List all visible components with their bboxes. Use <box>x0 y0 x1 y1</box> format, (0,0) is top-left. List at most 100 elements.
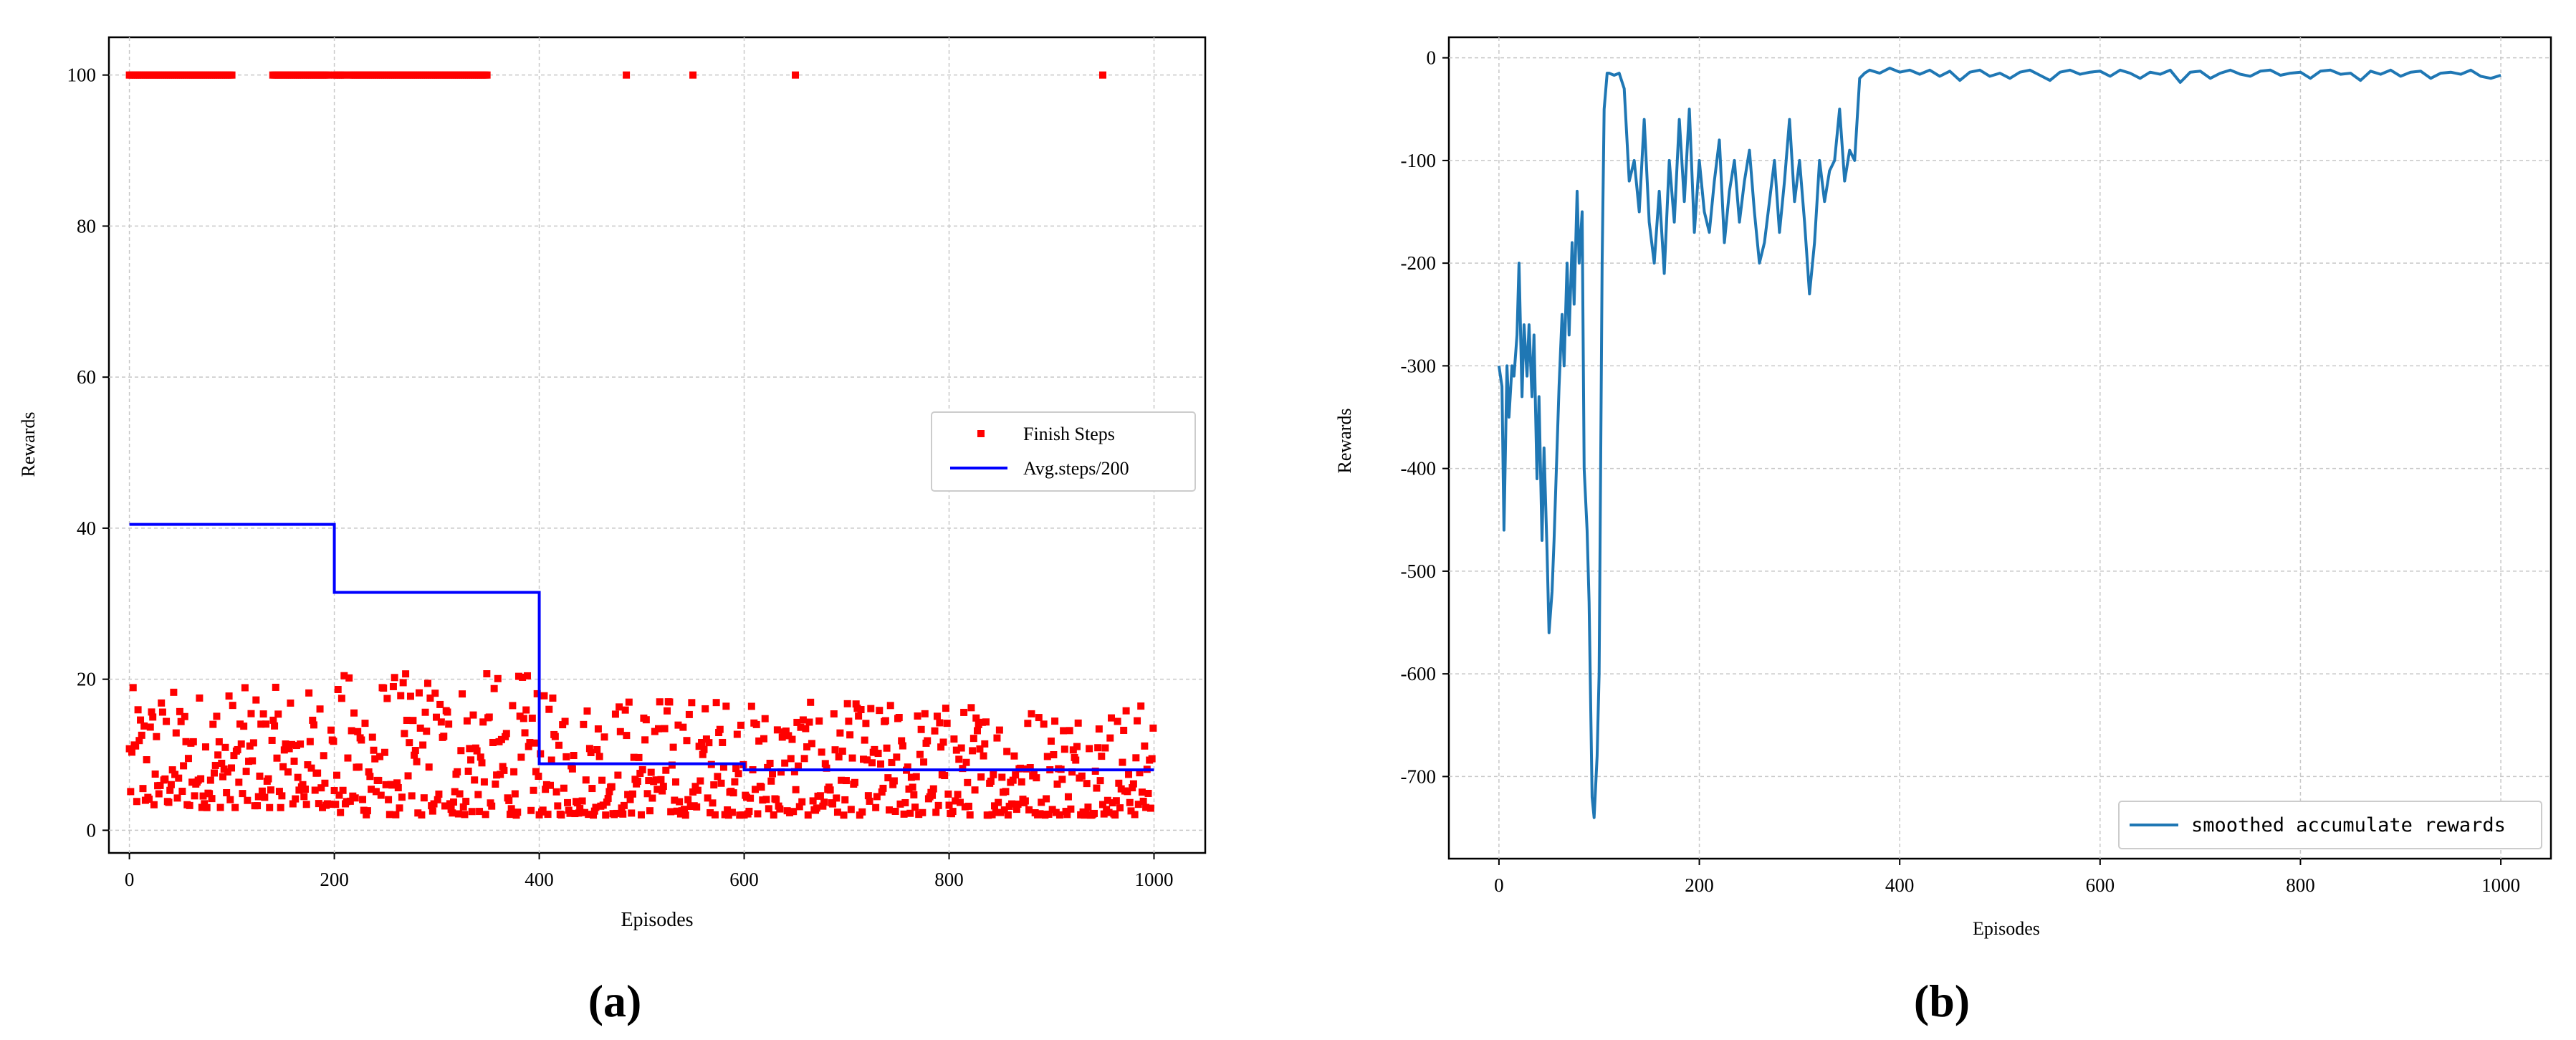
finish-steps-point <box>377 791 385 799</box>
finish-steps-point <box>765 805 772 813</box>
finish-steps-point <box>1055 811 1063 819</box>
finish-steps-point <box>853 705 861 712</box>
finish-steps-point <box>886 806 894 814</box>
finish-steps-point <box>177 717 185 725</box>
finish-steps-point <box>651 727 659 735</box>
finish-steps-point <box>890 777 898 785</box>
finish-steps-point <box>847 806 855 814</box>
finish-steps-point <box>346 797 354 805</box>
finish-steps-point <box>444 708 451 716</box>
finish-steps-point <box>804 811 812 819</box>
finish-steps-point <box>1081 808 1089 816</box>
finish-steps-point <box>1139 797 1147 805</box>
finish-steps-point <box>781 759 789 767</box>
finish-steps-point <box>598 776 606 784</box>
finish-steps-point <box>1028 710 1035 717</box>
y-tick-label: 80 <box>77 215 96 237</box>
finish-steps-point <box>669 743 677 751</box>
finish-steps-point <box>133 798 140 806</box>
panel-b-xlabel: Episodes <box>1973 918 2040 939</box>
finish-steps-point <box>219 773 227 781</box>
finish-steps-point <box>1083 780 1091 788</box>
finish-steps-point <box>599 801 607 809</box>
finish-steps-point <box>368 786 375 793</box>
finish-steps-point <box>198 803 206 811</box>
finish-steps-point <box>459 690 466 698</box>
finish-steps-point <box>977 773 985 781</box>
finish-steps-point <box>432 713 440 721</box>
finish-steps-point <box>1117 785 1125 793</box>
finish-steps-point <box>339 786 347 794</box>
finish-steps-point <box>363 811 370 819</box>
finish-steps-point <box>901 798 909 806</box>
finish-steps-point <box>431 690 439 697</box>
finish-steps-point <box>535 772 542 780</box>
finish-steps-point <box>450 798 458 806</box>
finish-steps-point <box>461 811 469 819</box>
finish-steps-point <box>397 692 405 700</box>
finish-steps-point <box>981 740 989 748</box>
finish-steps-point <box>430 800 438 808</box>
finish-steps-point <box>751 786 759 793</box>
finish-steps-point <box>1014 800 1022 808</box>
finish-steps-point <box>737 721 744 729</box>
legend-finish-steps-label: Finish Steps <box>1023 424 1115 444</box>
finish-steps-point <box>299 781 307 788</box>
finish-steps-point <box>280 746 288 754</box>
finish-steps-point <box>478 759 486 767</box>
finish-steps-point <box>886 702 894 710</box>
finish-steps-point <box>604 794 612 802</box>
finish-steps-point <box>1058 776 1066 783</box>
finish-steps-point <box>769 770 777 778</box>
finish-steps-point <box>1018 778 1025 786</box>
finish-steps-point <box>517 753 525 761</box>
finish-steps-point <box>761 715 769 722</box>
finish-steps-point <box>391 674 398 682</box>
finish-steps-point <box>394 783 402 791</box>
finish-steps-point <box>500 766 508 774</box>
finish-steps-point <box>696 777 704 785</box>
finish-steps-point <box>208 795 216 803</box>
finish-steps-point <box>148 708 155 716</box>
finish-steps-point <box>583 707 591 715</box>
finish-steps-point <box>454 768 461 776</box>
finish-steps-point <box>428 807 436 815</box>
finish-steps-point <box>742 793 750 801</box>
finish-steps-point <box>483 670 491 678</box>
finish-steps-point <box>838 748 846 755</box>
finish-steps-point <box>562 753 570 760</box>
finish-steps-point <box>552 788 560 796</box>
finish-steps-point <box>437 718 445 726</box>
finish-steps-point <box>874 750 882 758</box>
finish-steps-point <box>695 743 703 750</box>
finish-steps-point <box>317 784 325 792</box>
finish-steps-point <box>945 801 953 809</box>
finish-steps-point <box>656 698 664 706</box>
x-tick-label: 200 <box>1685 874 1714 896</box>
finish-steps-point <box>264 775 272 783</box>
finish-steps-point <box>593 745 601 753</box>
finish-steps-point <box>711 811 719 819</box>
finish-steps-point <box>1060 745 1068 753</box>
finish-steps-point <box>540 692 548 700</box>
finish-steps-point <box>1000 806 1008 814</box>
finish-steps-point <box>441 802 449 810</box>
finish-steps-point <box>332 801 340 808</box>
finish-steps-point <box>564 798 572 806</box>
finish-steps-point <box>1122 707 1130 715</box>
finish-steps-point <box>819 802 827 810</box>
finish-steps-point <box>1105 808 1113 816</box>
finish-steps-point <box>1101 744 1109 752</box>
finish-steps-point <box>694 786 702 794</box>
finish-steps-point <box>257 720 265 728</box>
finish-steps-point <box>820 798 828 806</box>
finish-steps-point <box>929 785 937 793</box>
finish-steps-point <box>288 740 296 748</box>
finish-steps-point <box>905 785 913 793</box>
finish-steps-point <box>988 811 996 819</box>
finish-steps-point <box>868 759 876 767</box>
finish-steps-point <box>717 779 725 787</box>
finish-steps-point <box>937 743 945 751</box>
finish-steps-point <box>178 788 186 796</box>
finish-steps-point <box>363 807 371 815</box>
